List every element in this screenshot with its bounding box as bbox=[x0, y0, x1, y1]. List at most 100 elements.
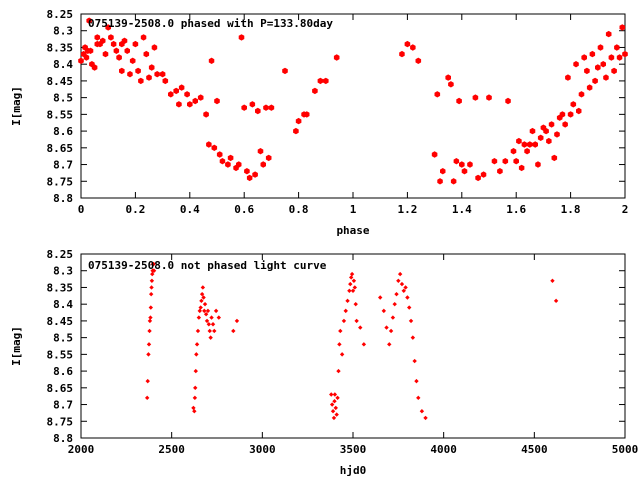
x-axis-label: hjd0 bbox=[340, 464, 367, 477]
data-point bbox=[263, 104, 269, 111]
data-point bbox=[396, 278, 401, 283]
data-point bbox=[410, 335, 416, 340]
data-point bbox=[576, 107, 582, 115]
data-point bbox=[611, 67, 617, 75]
plot-frame bbox=[80, 13, 626, 199]
data-point bbox=[206, 322, 212, 327]
y-tick-label: 8.3 bbox=[53, 25, 73, 38]
data-point bbox=[513, 158, 519, 165]
data-point bbox=[203, 312, 209, 317]
data-point bbox=[347, 288, 352, 293]
data-point bbox=[132, 40, 139, 48]
x-tick-label: 1.6 bbox=[506, 203, 526, 216]
data-point bbox=[600, 61, 606, 68]
data-point bbox=[521, 141, 528, 148]
data-point bbox=[86, 17, 92, 24]
data-point bbox=[207, 328, 212, 334]
data-point bbox=[592, 77, 598, 85]
data-point bbox=[486, 94, 492, 101]
x-tick-label: 3500 bbox=[340, 443, 367, 456]
data-point bbox=[145, 378, 150, 384]
data-point bbox=[614, 44, 620, 51]
data-point bbox=[149, 285, 154, 290]
y-tick-label: 8.6 bbox=[53, 125, 73, 138]
data-point bbox=[231, 328, 236, 334]
data-point bbox=[502, 158, 509, 165]
data-point bbox=[91, 64, 98, 71]
data-point bbox=[192, 97, 198, 105]
x-tick-label: 4500 bbox=[521, 443, 548, 456]
data-point bbox=[350, 288, 356, 293]
data-point bbox=[151, 261, 156, 267]
data-point bbox=[480, 171, 487, 178]
data-point bbox=[546, 137, 552, 145]
data-point bbox=[234, 318, 240, 324]
data-point bbox=[453, 158, 460, 165]
data-point bbox=[622, 50, 628, 58]
data-point bbox=[78, 57, 84, 64]
data-point bbox=[335, 395, 340, 401]
data-point bbox=[329, 402, 335, 407]
data-point bbox=[148, 291, 154, 297]
data-point bbox=[209, 315, 214, 320]
data-point bbox=[197, 308, 202, 314]
data-point bbox=[405, 295, 410, 300]
data-point bbox=[148, 305, 154, 310]
data-point bbox=[87, 47, 94, 54]
y-tick-label: 8.7 bbox=[53, 399, 73, 412]
data-point bbox=[312, 87, 318, 95]
data-point bbox=[416, 395, 421, 401]
y-tick-label: 8.3 bbox=[53, 265, 73, 278]
data-point bbox=[358, 325, 363, 330]
x-axis-label: phase bbox=[336, 224, 369, 237]
data-point bbox=[146, 74, 152, 81]
data-point bbox=[394, 291, 399, 297]
data-point bbox=[196, 315, 202, 320]
data-point bbox=[260, 161, 266, 168]
y-tick-label: 8.45 bbox=[47, 75, 74, 88]
chart-title: 075139-2508.0 phased with P=133.80day bbox=[88, 17, 333, 30]
x-tick-label: 1 bbox=[350, 203, 357, 216]
data-point bbox=[384, 325, 389, 330]
x-tick-label: 2 bbox=[622, 203, 629, 216]
data-point bbox=[605, 30, 612, 38]
data-point bbox=[467, 161, 473, 168]
data-point bbox=[121, 37, 128, 44]
y-tick-label: 8.4 bbox=[53, 58, 73, 71]
data-point bbox=[354, 318, 359, 324]
data-point bbox=[399, 281, 405, 287]
data-point bbox=[423, 415, 428, 421]
data-point bbox=[193, 385, 198, 391]
data-point bbox=[343, 308, 348, 314]
y-tick-label: 8.65 bbox=[47, 382, 74, 395]
data-point bbox=[440, 168, 446, 175]
data-point bbox=[348, 281, 353, 287]
data-point bbox=[619, 24, 626, 31]
x-tick-label: 1.8 bbox=[561, 203, 581, 216]
data-point bbox=[151, 44, 158, 51]
data-point bbox=[584, 67, 590, 75]
data-point bbox=[535, 161, 541, 168]
data-point bbox=[510, 148, 517, 155]
data-point bbox=[589, 50, 596, 58]
y-axis-label: I[mag] bbox=[10, 86, 23, 126]
x-tick-label: 1.2 bbox=[397, 203, 417, 216]
data-point bbox=[197, 94, 204, 101]
data-point bbox=[345, 298, 350, 304]
data-point bbox=[331, 415, 337, 421]
data-point bbox=[551, 154, 558, 162]
data-point bbox=[336, 368, 341, 374]
data-point bbox=[206, 141, 212, 148]
data-point bbox=[491, 158, 498, 165]
data-point bbox=[108, 34, 114, 41]
data-point bbox=[548, 121, 555, 128]
data-point bbox=[337, 342, 342, 347]
data-point bbox=[537, 134, 544, 141]
chart-title: 075139-2508.0 not phased light curve bbox=[88, 259, 327, 272]
data-point bbox=[110, 40, 117, 48]
data-point bbox=[586, 84, 593, 91]
data-point bbox=[616, 54, 623, 61]
data-point bbox=[199, 298, 204, 304]
data-point bbox=[543, 127, 549, 135]
data-point bbox=[193, 368, 198, 374]
